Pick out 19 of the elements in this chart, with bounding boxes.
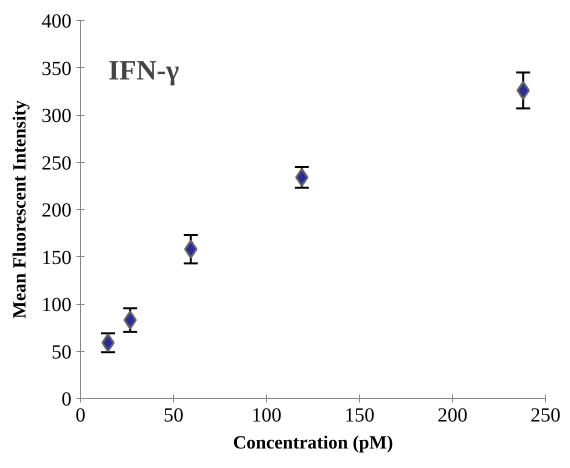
- y-tick-label: 50: [52, 341, 72, 364]
- y-tick-label: 0: [62, 388, 72, 410]
- annotation: IFN-γ: [108, 56, 180, 87]
- x-tick-label: 150: [344, 404, 374, 426]
- x-tick-label: 100: [252, 404, 282, 426]
- y-tick-label: 100: [42, 294, 72, 316]
- y-tick-label: 300: [42, 105, 72, 127]
- x-tick-label: 50: [164, 404, 184, 426]
- x-tick-label: 0: [76, 404, 86, 426]
- point: [123, 310, 137, 330]
- y-tick-label: 200: [42, 200, 72, 222]
- x-tick-label: 200: [438, 404, 468, 426]
- y-axis-title: Mean Fluorescent Intensity: [10, 100, 30, 319]
- y-tick-label: 350: [42, 58, 72, 80]
- y-tick-label: 150: [42, 246, 72, 269]
- x-axis-title: Concentration (pM): [232, 432, 394, 454]
- y-tick-label: 400: [42, 10, 72, 32]
- x-tick-label: 250: [530, 404, 560, 426]
- y-tick-label: 250: [42, 152, 72, 174]
